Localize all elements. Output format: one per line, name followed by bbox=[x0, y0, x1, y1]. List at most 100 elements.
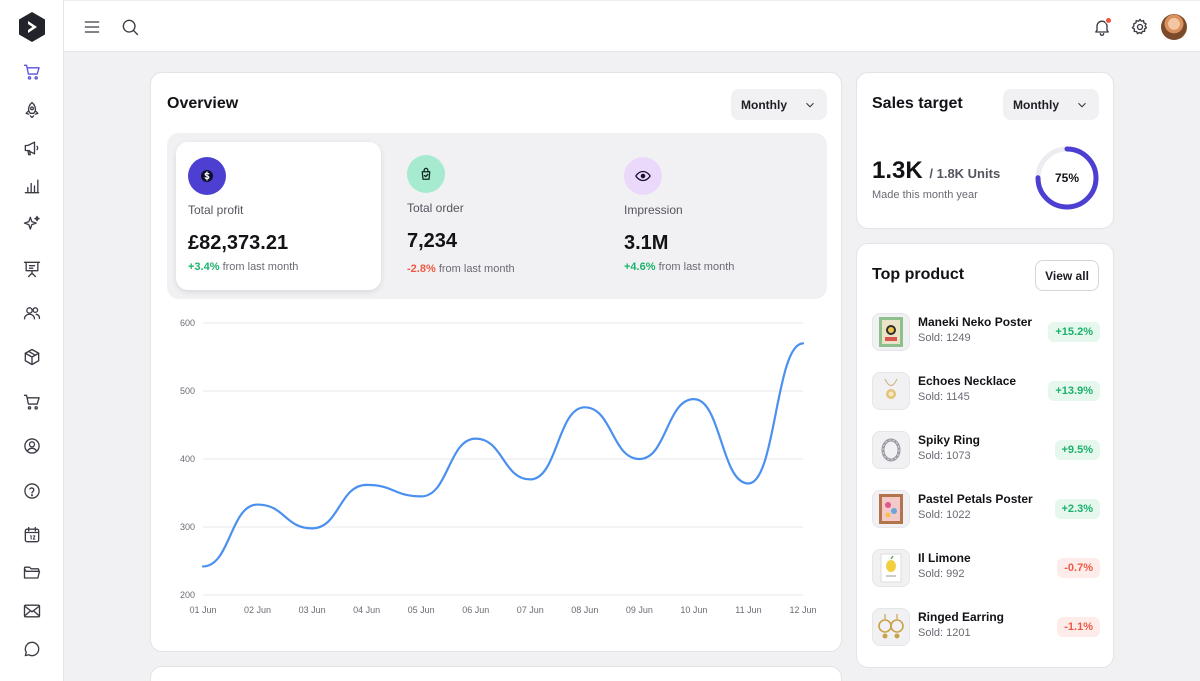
secondary-card bbox=[150, 666, 842, 681]
x-tick-label: 12 Jun bbox=[789, 605, 816, 615]
data-point bbox=[255, 502, 260, 507]
rocket-icon[interactable] bbox=[20, 98, 44, 122]
avatar[interactable] bbox=[1161, 14, 1187, 40]
chat-icon[interactable] bbox=[20, 637, 44, 661]
notification-dot bbox=[1105, 17, 1112, 24]
data-point bbox=[691, 397, 696, 402]
product-change-badge: +15.2% bbox=[1048, 322, 1100, 342]
sales-target-period-dropdown[interactable]: Monthly bbox=[1003, 89, 1099, 120]
poster-thumbnail bbox=[872, 490, 910, 528]
overview-period-dropdown[interactable]: Monthly bbox=[731, 89, 827, 120]
x-tick-label: 01 Jun bbox=[189, 605, 216, 615]
product-row[interactable]: Echoes Necklace Sold: 1145 +13.9% bbox=[872, 370, 1100, 412]
x-tick-label: 11 Jun bbox=[735, 605, 761, 615]
product-name: Pastel Petals Poster bbox=[918, 492, 1033, 506]
sales-line-chart[interactable]: 200 300 400 500 600 01 Jun 02 Jun 03 Jun 04 Jun 0… bbox=[151, 311, 841, 621]
top-product-card: Top product View all Maneki Neko Poster … bbox=[856, 243, 1114, 668]
mail-icon[interactable] bbox=[20, 599, 44, 623]
progress-ring bbox=[1035, 146, 1099, 210]
top-product-title: Top product bbox=[872, 266, 965, 283]
y-tick-label: 600 bbox=[180, 318, 195, 328]
stat-label: Total order bbox=[407, 201, 464, 215]
product-row[interactable]: Ringed Earring Sold: 1201 -1.1% bbox=[872, 606, 1100, 648]
product-change-badge: +9.5% bbox=[1054, 440, 1100, 460]
product-sold: Sold: 1145 bbox=[918, 391, 970, 403]
x-tick-label: 06 Jun bbox=[462, 605, 489, 615]
stat-change: +4.6% from last month bbox=[624, 261, 734, 273]
data-point bbox=[528, 477, 533, 482]
dollar-icon bbox=[188, 157, 226, 195]
gear-icon[interactable] bbox=[1129, 16, 1151, 38]
top-bar bbox=[64, 0, 1200, 52]
data-point bbox=[801, 341, 806, 346]
product-name: Echoes Necklace bbox=[918, 374, 1017, 388]
sales-target-value: 1.3K / 1.8K Units bbox=[872, 157, 1000, 185]
sparkle-icon[interactable] bbox=[20, 212, 44, 236]
stat-change: -2.8% from last month bbox=[407, 263, 515, 275]
sales-target-card: Sales target Monthly 1.3K / 1.8K Units M… bbox=[856, 72, 1114, 229]
sales-target-subtitle: Made this month year bbox=[872, 189, 978, 201]
calendar-icon[interactable] bbox=[20, 523, 44, 547]
stat-value: 7,234 bbox=[407, 230, 458, 252]
x-tick-label: 04 Jun bbox=[353, 605, 380, 615]
product-name: Spiky Ring bbox=[918, 433, 981, 447]
x-tick-label: 07 Jun bbox=[517, 605, 544, 615]
sales-value: 1.3K bbox=[872, 157, 923, 184]
y-tick-label: 400 bbox=[180, 454, 195, 464]
bell-icon[interactable] bbox=[1091, 16, 1113, 38]
x-tick-label: 05 Jun bbox=[408, 605, 435, 615]
x-tick-label: 09 Jun bbox=[626, 605, 653, 615]
stat-change-percent: +4.6% bbox=[624, 261, 656, 273]
product-change-badge: -0.7% bbox=[1057, 558, 1100, 578]
search-icon[interactable] bbox=[119, 16, 141, 38]
sidebar bbox=[0, 0, 64, 681]
data-point bbox=[582, 405, 587, 410]
dropdown-value: Monthly bbox=[741, 97, 787, 112]
stat-change-percent: -2.8% bbox=[407, 263, 436, 275]
product-row[interactable]: Il Limone Sold: 992 -0.7% bbox=[872, 547, 1100, 589]
product-sold: Sold: 1073 bbox=[918, 450, 971, 462]
y-tick-label: 500 bbox=[180, 386, 195, 396]
stat-label: Impression bbox=[624, 203, 683, 217]
overview-title: Overview bbox=[167, 95, 239, 112]
users-icon[interactable] bbox=[20, 301, 44, 325]
menu-icon[interactable] bbox=[81, 16, 103, 38]
cart-nav-icon[interactable] bbox=[20, 60, 44, 84]
product-row[interactable]: Pastel Petals Poster Sold: 1022 +2.3% bbox=[872, 488, 1100, 530]
product-row[interactable]: Maneki Neko Poster Sold: 1249 +15.2% bbox=[872, 311, 1100, 353]
x-tick-label: 02 Jun bbox=[244, 605, 271, 615]
shopping-bag-icon bbox=[407, 155, 445, 193]
necklace-thumbnail bbox=[872, 372, 910, 410]
folder-icon[interactable] bbox=[20, 561, 44, 585]
stat-total-profit[interactable]: Total profit £82,373.21 +3.4% from last … bbox=[176, 142, 381, 290]
help-icon[interactable] bbox=[20, 479, 44, 503]
y-tick-label: 300 bbox=[180, 522, 195, 532]
product-change-badge: -1.1% bbox=[1057, 617, 1100, 637]
shopping-cart-icon[interactable] bbox=[20, 390, 44, 414]
y-tick-label: 200 bbox=[180, 590, 195, 600]
stat-impression[interactable]: Impression 3.1M +4.6% from last month bbox=[612, 142, 817, 290]
eye-icon bbox=[624, 157, 662, 195]
product-name: Maneki Neko Poster bbox=[918, 315, 1033, 329]
user-circle-icon[interactable] bbox=[20, 434, 44, 458]
product-sold: Sold: 1022 bbox=[918, 509, 971, 521]
stat-value: 3.1M bbox=[624, 232, 669, 254]
product-change-badge: +2.3% bbox=[1054, 499, 1100, 519]
data-point bbox=[637, 457, 642, 462]
stat-total-order[interactable]: Total order 7,234 -2.8% from last month bbox=[395, 142, 600, 290]
app-logo[interactable] bbox=[17, 11, 47, 43]
product-row[interactable]: Spiky Ring Sold: 1073 +9.5% bbox=[872, 429, 1100, 471]
product-sold: Sold: 1249 bbox=[918, 332, 971, 344]
package-icon[interactable] bbox=[20, 345, 44, 369]
chevron-down-icon bbox=[806, 102, 814, 107]
view-all-button[interactable]: View all bbox=[1035, 260, 1099, 291]
sales-target-title: Sales target bbox=[872, 95, 963, 112]
stats-panel: Total profit £82,373.21 +3.4% from last … bbox=[167, 133, 827, 299]
product-name: Il Limone bbox=[918, 551, 971, 565]
series-line bbox=[201, 342, 805, 568]
presentation-icon[interactable] bbox=[20, 257, 44, 281]
ring-thumbnail bbox=[872, 431, 910, 469]
bar-chart-icon[interactable] bbox=[20, 174, 44, 198]
progress-ring-label: 75% bbox=[1054, 171, 1080, 185]
megaphone-icon[interactable] bbox=[20, 136, 44, 160]
